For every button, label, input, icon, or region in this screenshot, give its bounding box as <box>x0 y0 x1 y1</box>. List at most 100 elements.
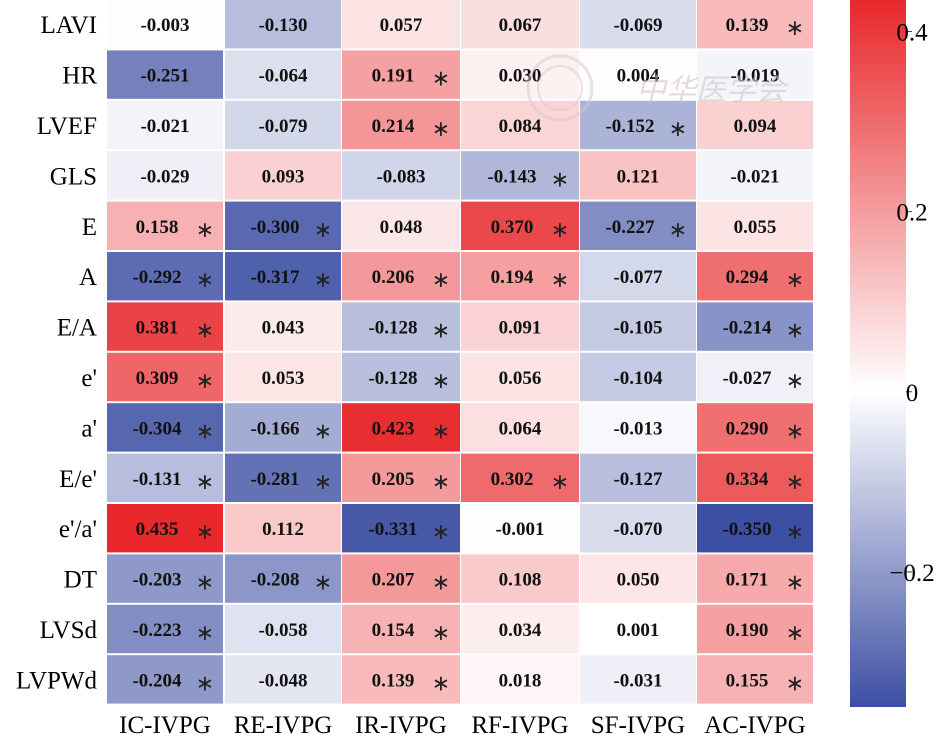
significance-marker: ∗ <box>432 117 450 142</box>
heatmap-cell <box>225 302 341 351</box>
heatmap-cell <box>342 252 460 301</box>
heatmap-cell <box>580 50 696 99</box>
cell-value-label: -0.130 <box>258 15 307 36</box>
significance-marker: ∗ <box>196 671 214 696</box>
watermark-seal-icon <box>526 54 594 122</box>
watermark-seal-inner-icon <box>537 65 583 111</box>
cell-value-label: -0.208 <box>250 570 299 591</box>
colorbar-tick-label: 0 <box>906 380 919 407</box>
cell-value-label: 0.194 <box>491 267 534 288</box>
watermark-text: 中华医学会 <box>636 73 789 108</box>
heatmap-cell <box>461 352 579 402</box>
cell-value-label: -0.331 <box>368 519 417 540</box>
row-label: DT <box>64 567 97 594</box>
heatmap-cell <box>697 151 813 200</box>
heatmap-cell <box>225 604 341 654</box>
heatmap-cell <box>697 403 813 452</box>
heatmap-cell <box>461 0 579 49</box>
significance-marker: ∗ <box>786 319 804 344</box>
significance-marker: ∗ <box>432 268 450 293</box>
cell-value-label: -0.317 <box>250 267 300 288</box>
cell-value-label: -0.350 <box>722 519 771 540</box>
row-label: e'/a' <box>59 516 97 543</box>
heatmap-cell <box>580 504 696 553</box>
cell-value-label: 0.093 <box>262 166 305 187</box>
heatmap-cell <box>225 50 341 99</box>
row-label: a' <box>81 415 97 442</box>
cell-value-label: 0.001 <box>617 620 660 641</box>
cell-value-label: 0.294 <box>726 267 769 288</box>
cell-value-label: 0.139 <box>726 15 769 36</box>
cell-value-label: -0.166 <box>250 418 299 439</box>
heatmap-cell <box>697 201 813 250</box>
heatmap-cell <box>225 252 341 301</box>
significance-marker: ∗ <box>314 268 332 293</box>
heatmap-cell <box>697 50 813 99</box>
row-label: LVEF <box>37 113 97 140</box>
heatmap-cell <box>697 554 813 603</box>
cell-value-label: -0.013 <box>613 418 662 439</box>
cell-value-label: -0.019 <box>730 66 779 87</box>
cell-value-label: 0.290 <box>726 418 769 439</box>
cell-value-label: -0.127 <box>613 469 663 490</box>
cell-value-label: -0.064 <box>258 66 308 87</box>
significance-marker: ∗ <box>314 218 332 243</box>
cell-value-label: 0.381 <box>136 318 179 339</box>
significance-marker: ∗ <box>551 167 569 192</box>
cell-value-label: 0.309 <box>136 368 179 389</box>
significance-marker: ∗ <box>432 319 450 344</box>
cell-value-label: 0.207 <box>372 570 415 591</box>
cell-value-label: 0.108 <box>499 570 542 591</box>
significance-marker: ∗ <box>786 419 804 444</box>
significance-marker: ∗ <box>786 16 804 41</box>
heatmap-cell <box>461 302 579 351</box>
significance-marker: ∗ <box>551 268 569 293</box>
heatmap-cell <box>342 403 460 452</box>
significance-marker: ∗ <box>196 621 214 646</box>
significance-marker: ∗ <box>669 218 687 243</box>
heatmap-cell <box>580 352 696 402</box>
heatmap-cell <box>342 604 460 654</box>
heatmap-cell <box>107 453 223 502</box>
cell-value-label: 0.435 <box>136 519 179 540</box>
heatmap-cell <box>461 252 579 301</box>
significance-marker: ∗ <box>196 218 214 243</box>
heatmap-cell <box>461 554 579 603</box>
cell-value-label: 0.334 <box>726 469 769 490</box>
significance-marker: ∗ <box>786 671 804 696</box>
heatmap-cell <box>225 352 341 402</box>
row-label: LVPWd <box>16 667 98 694</box>
significance-marker: ∗ <box>786 520 804 545</box>
row-label: HR <box>62 63 97 90</box>
cell-value-label: -0.105 <box>613 318 662 339</box>
significance-marker: ∗ <box>786 268 804 293</box>
row-label: E/A <box>57 315 97 342</box>
heatmap-cell <box>107 504 223 553</box>
significance-marker: ∗ <box>786 369 804 394</box>
cell-value-label: 0.205 <box>372 469 415 490</box>
cell-value-label: -0.029 <box>140 166 189 187</box>
heatmap-cell <box>697 0 813 49</box>
cell-value-label: -0.152 <box>605 116 654 137</box>
heatmap-cell <box>107 201 223 250</box>
significance-marker: ∗ <box>196 571 214 596</box>
cell-value-label: 0.056 <box>499 368 542 389</box>
heatmap-cell <box>225 453 341 502</box>
heatmap-cell <box>107 352 223 402</box>
cell-value-label: 0.171 <box>726 570 769 591</box>
cell-value-label: 0.190 <box>726 620 769 641</box>
heatmap-cell <box>580 151 696 200</box>
heatmap-cell <box>697 302 813 351</box>
row-labels: LAVI HR LVEF GLS EA E/A e' a' E/e' e'/a' DT LVSd LVP… <box>16 12 98 694</box>
cell-value-label: 0.155 <box>726 670 769 691</box>
heatmap-cell <box>580 554 696 603</box>
heatmap-cell <box>342 201 460 250</box>
colorbar: 0.4 0.2 0 −0.2 <box>850 0 935 707</box>
significance-marker: ∗ <box>314 419 332 444</box>
column-label: IR-IVPG <box>355 712 447 739</box>
cell-value-label: -0.058 <box>258 620 307 641</box>
cell-value-label: 0.091 <box>499 318 542 339</box>
cell-value-label: 0.206 <box>372 267 415 288</box>
row-label: LAVI <box>41 12 97 39</box>
heatmap-cell <box>580 0 696 49</box>
